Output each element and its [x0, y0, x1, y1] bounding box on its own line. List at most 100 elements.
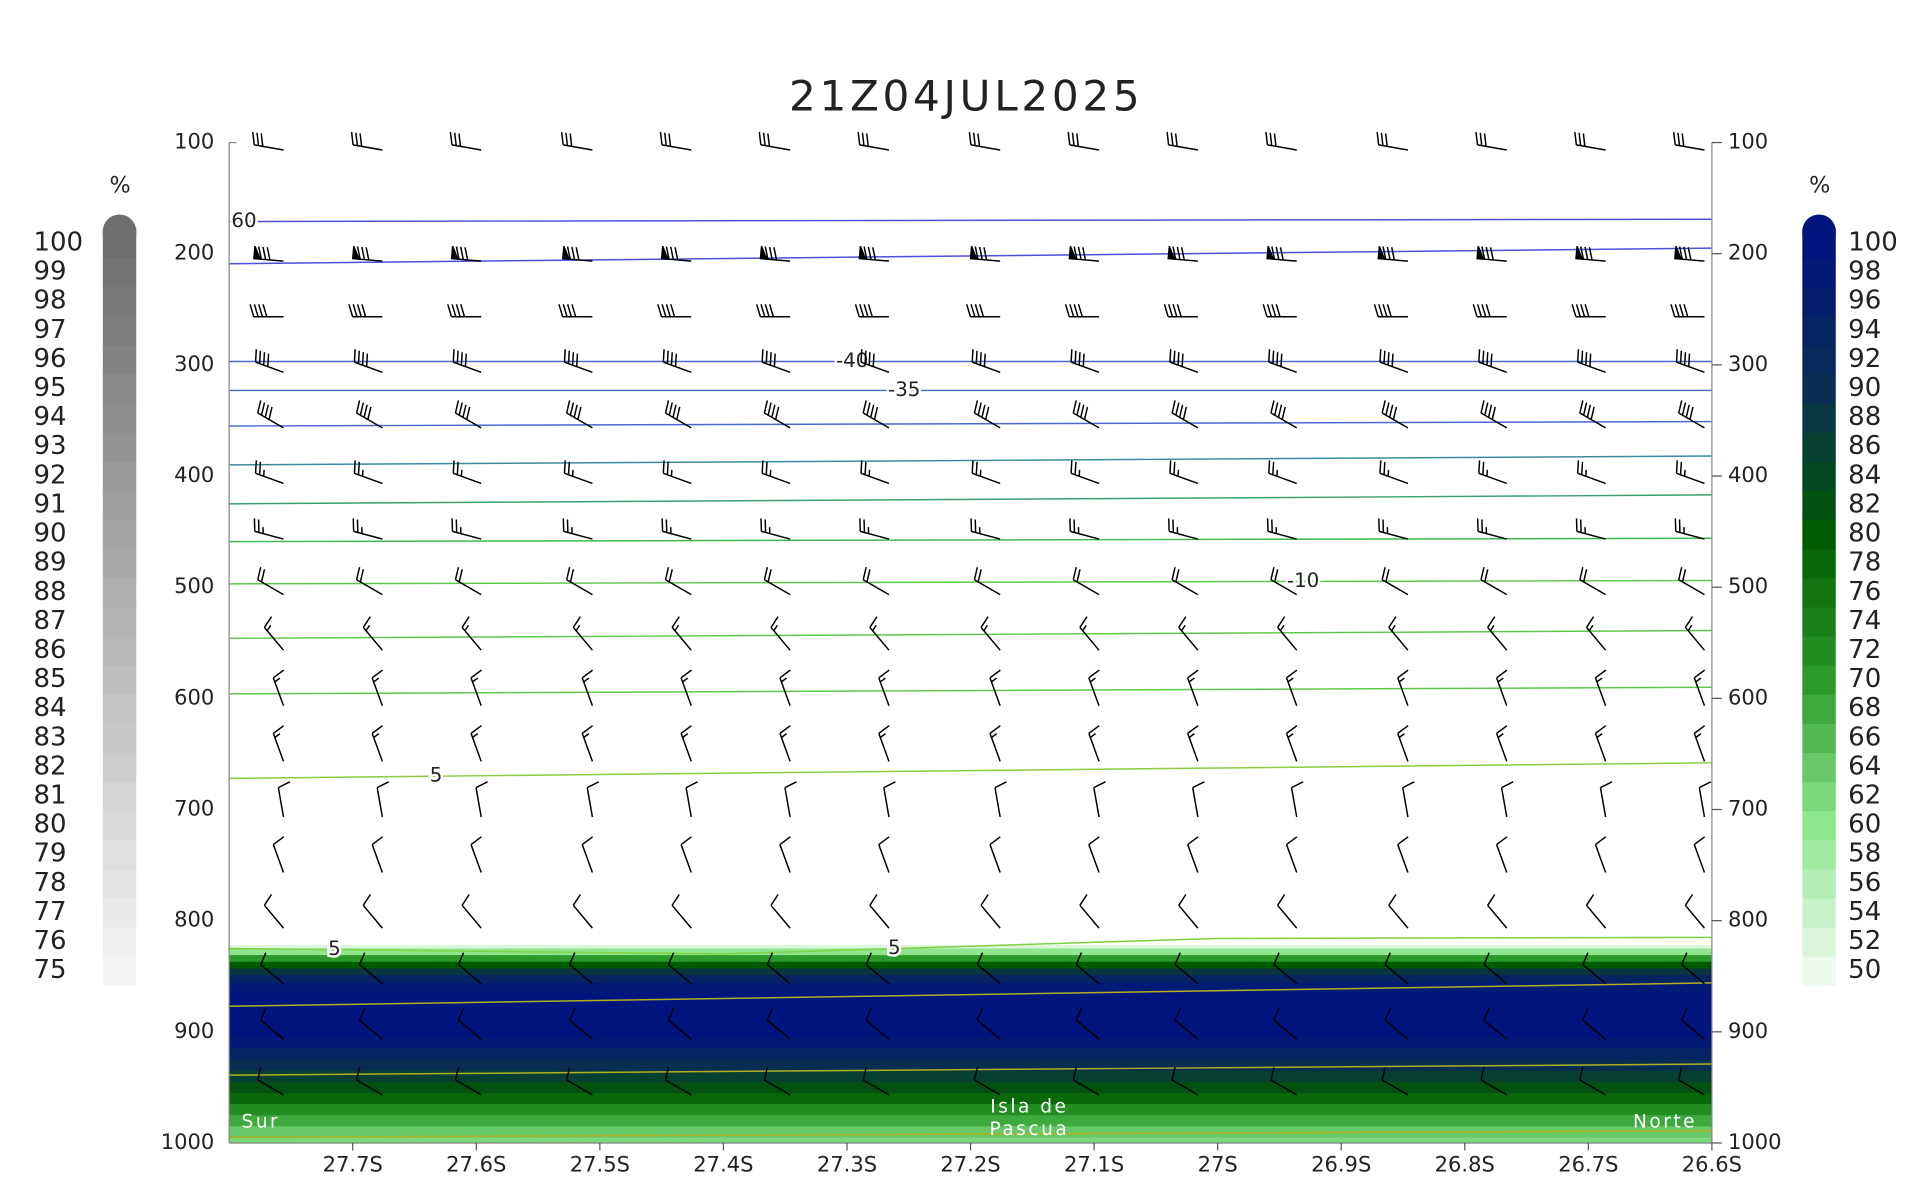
wind-barb: [1270, 566, 1298, 596]
y-tick-label: 600: [174, 684, 214, 709]
wind-barb: [878, 725, 890, 762]
colorbar-cell: [102, 257, 137, 288]
wind-barb: [976, 952, 1001, 985]
wind-barb: [263, 894, 285, 929]
wind-barb: [759, 245, 791, 262]
colorbar-label: 95: [33, 373, 66, 403]
wind-barb: [865, 952, 890, 985]
wind-barb: [376, 781, 390, 818]
wind-barb: [1163, 304, 1198, 318]
wind-barb: [761, 460, 791, 485]
x-tick-label: 26.7S: [1558, 1151, 1618, 1176]
wind-barb: [447, 304, 482, 318]
wind-barb: [572, 894, 593, 929]
wind-barb: [277, 781, 291, 818]
wind-barb: [763, 400, 791, 429]
humidity-band: [229, 948, 1712, 956]
wind-barb: [1693, 669, 1706, 707]
colorbar-cell: [1802, 373, 1836, 404]
wind-barb: [966, 304, 1001, 318]
colorbar-label: 56: [1848, 868, 1881, 898]
wind-barb: [1166, 131, 1198, 151]
y-tick-label: 400: [174, 462, 214, 487]
contour-label: 60: [231, 209, 256, 232]
wind-barb: [454, 1067, 482, 1096]
y-tick-label: 200: [174, 240, 214, 265]
contour-line: [229, 494, 1712, 505]
humidity-band: [229, 961, 1712, 970]
wind-barb: [989, 725, 1001, 762]
wind-barb: [257, 566, 284, 596]
wind-barb: [470, 669, 482, 707]
wind-barb: [685, 781, 698, 818]
wind-barb: [661, 518, 692, 540]
y-tick-label: 700: [174, 795, 214, 820]
wind-barb: [586, 781, 600, 818]
annotation: Isla de: [990, 1097, 1068, 1118]
wind-barb: [581, 836, 594, 873]
wind-barb: [1276, 894, 1298, 929]
wind-barb: [452, 460, 482, 485]
wind-barb: [1681, 1007, 1705, 1040]
colorbar-cell: [102, 752, 137, 783]
y-tick-label: 600: [1728, 684, 1768, 709]
wind-barb: [1381, 400, 1409, 429]
wind-barb: [973, 1067, 1001, 1096]
wind-barb: [1068, 245, 1100, 262]
annotation: Pascua: [990, 1119, 1070, 1140]
wind-barb: [664, 400, 692, 429]
humidity-band: [229, 1115, 1712, 1127]
colorbar-unit: %: [110, 172, 131, 198]
wind-barb: [1088, 836, 1100, 873]
humidity-band: [229, 955, 1712, 963]
wind-barb: [1684, 616, 1706, 651]
colorbar-cell: [1802, 810, 1836, 841]
wind-barb: [1377, 245, 1408, 262]
colorbar-cell: [102, 461, 137, 492]
wind-barb: [973, 566, 1001, 596]
annotation: Sur: [242, 1111, 281, 1132]
humidity-band: [229, 982, 1712, 994]
colorbar-cell: [1802, 956, 1836, 986]
y-tick-label: 800: [1728, 907, 1768, 932]
humidity-band: [229, 945, 1712, 950]
wind-barb: [251, 131, 284, 151]
wind-barb: [272, 725, 285, 762]
colorbar-cell: [102, 956, 137, 986]
wind-barb: [971, 460, 1001, 485]
y-tick-label: 400: [1728, 462, 1768, 487]
wind-barb: [563, 460, 593, 485]
wind-barb: [1270, 400, 1298, 429]
wind-barb: [1169, 349, 1199, 374]
colorbar-cell: [102, 490, 137, 521]
colorbar-label: 96: [33, 344, 66, 374]
wind-barb: [470, 836, 482, 873]
colorbar-cell: [102, 723, 137, 753]
wind-barb: [1266, 518, 1297, 540]
colorbar-cell: [102, 548, 137, 579]
wind-barb: [1476, 518, 1507, 540]
wind-barb: [560, 131, 593, 151]
colorbar-cell: [102, 373, 137, 404]
wind-barb: [450, 245, 482, 262]
colorbar-cell: [102, 432, 137, 462]
wind-barb: [980, 616, 1001, 651]
colorbar-label: 79: [33, 839, 66, 869]
wind-barb: [1483, 952, 1508, 985]
x-tick-label: 26.6S: [1682, 1151, 1742, 1176]
colorbar-label: 58: [1848, 839, 1881, 869]
wind-barb: [971, 349, 1001, 374]
x-tick-label: 26.9S: [1311, 1151, 1371, 1176]
wind-barb: [1693, 836, 1706, 873]
wind-barb: [1480, 400, 1508, 429]
colorbar-cell: [102, 868, 137, 899]
wind-barb: [1693, 725, 1706, 762]
wind-barb: [761, 349, 791, 374]
x-tick-label: 27S: [1198, 1151, 1238, 1176]
wind-barb: [254, 349, 284, 374]
wind-barb: [1186, 836, 1199, 873]
wind-barb: [263, 616, 285, 651]
wind-barb: [969, 245, 1001, 262]
colorbar-label: 86: [1848, 431, 1881, 461]
wind-barb: [358, 952, 383, 985]
